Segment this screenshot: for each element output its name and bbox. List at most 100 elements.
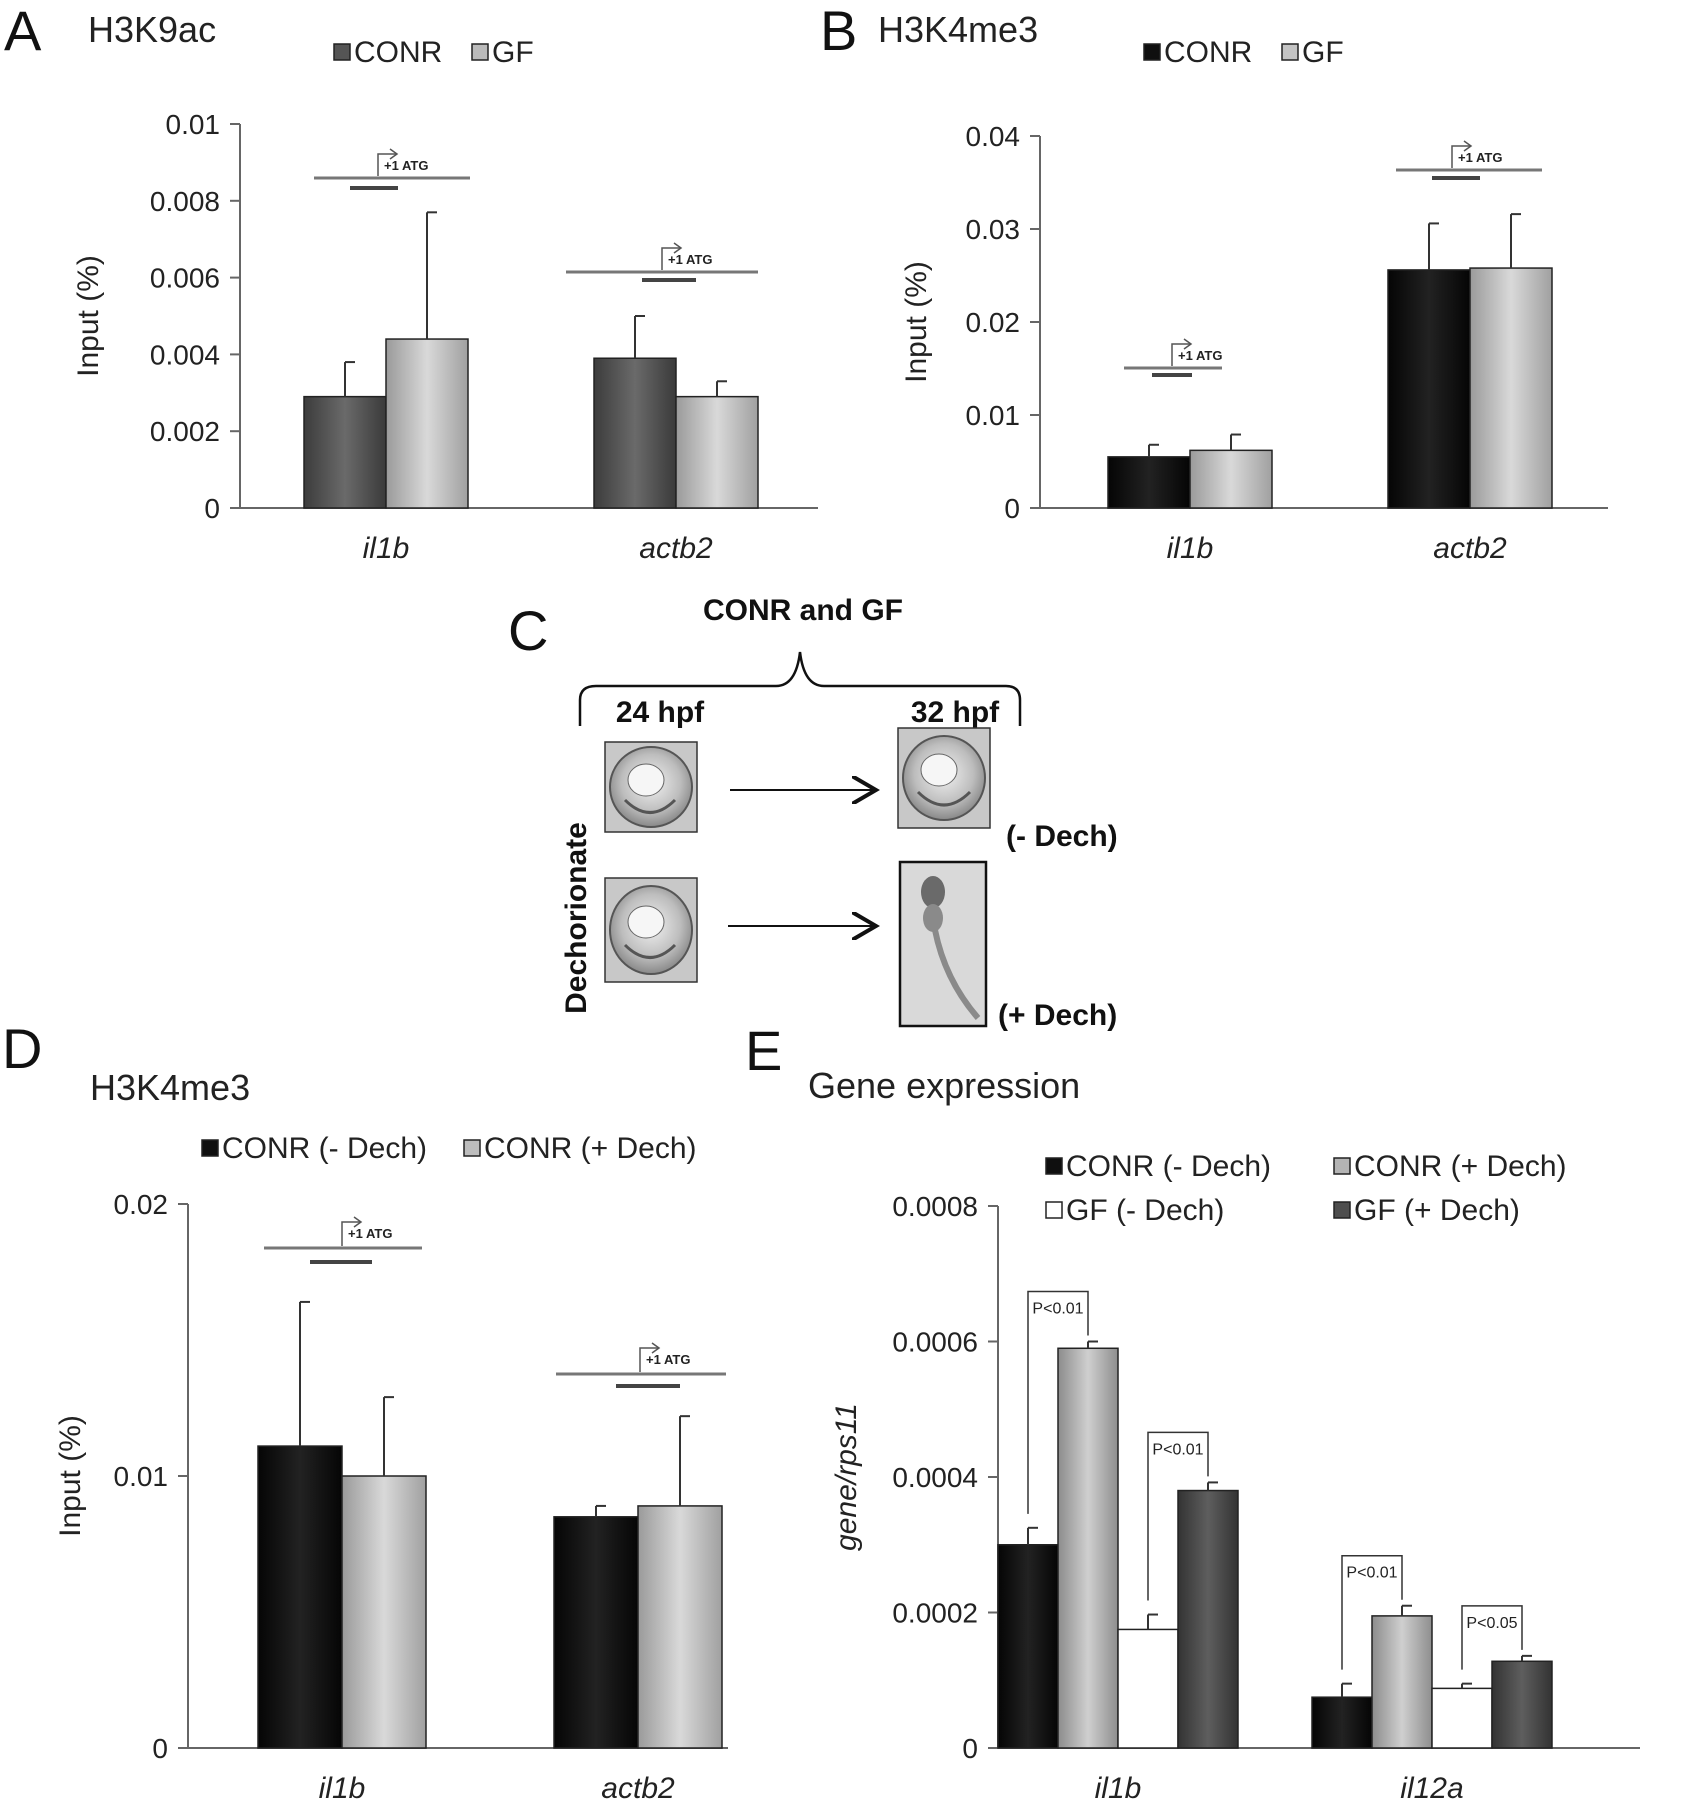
legend-swatch-0 [1143,43,1161,61]
bracket-line [1147,1431,1209,1601]
legend-label-1: CONR (+ Dech) [484,1132,697,1165]
legend-swatch-1 [1281,43,1299,61]
promoter-diagram: +1 ATG [556,1342,726,1388]
legend-swatch-1 [471,43,489,61]
category-label-il1b: il1b [319,1772,366,1800]
panel-letter-e: E [745,1019,782,1082]
bar-il12a-2 [1431,1687,1493,1749]
bar-il12a-0 [1311,1696,1373,1749]
p-value-label: P<0.01 [1346,1565,1397,1582]
y-axis-label: Input (%) [900,261,933,383]
y-tick-label: 0 [152,1733,168,1764]
panel-letter-b: B [820,0,857,62]
y-tick-label: 0 [204,493,220,524]
y-tick-label: 0.0002 [892,1598,978,1629]
legend-label-1: CONR (+ Dech) [1354,1150,1567,1183]
category-label-actb2: actb2 [601,1772,675,1800]
schematic-brace [578,651,1022,726]
panel-letter-c: C [508,599,548,662]
bar-il12a-3 [1491,1660,1553,1749]
tss-arrow-head [651,1342,661,1354]
bar-il12a-1 [1371,1615,1433,1749]
significance-bracket: P<0.01 [1341,1554,1403,1670]
y-tick-label: 0.02 [114,1189,169,1220]
tss-arrow [377,153,396,176]
legend-swatch-1 [463,1139,481,1157]
y-tick-label: 0.01 [966,400,1021,431]
category-label-il1b: il1b [1095,1772,1142,1800]
bar-actb2-1 [1469,267,1553,509]
y-tick-label: 0.04 [966,121,1021,152]
embryo-image-32hpf-top [897,727,991,829]
promoter-diagram: +1 ATG [566,242,758,282]
category-label-il1b: il1b [1167,532,1214,565]
tss-arrow [1451,145,1470,168]
legend-swatch-0 [201,1139,219,1157]
y-axis-label: Input (%) [72,255,105,377]
tss-arrow-head [353,1216,363,1228]
chart-a: H3K9ac CONR GF 0 0.002 0.004 0.006 0.008 0.01 Inp… [72,9,818,565]
chart-title: H3K4me3 [90,1067,250,1108]
atg-label: +1 ATG [646,1352,690,1367]
y-tick-label: 0.01 [166,109,221,140]
p-value-label: P<0.01 [1152,1441,1203,1458]
category-label-actb2: actb2 [1433,532,1507,565]
y-tick-label: 0.0004 [892,1462,978,1493]
legend-label-0: CONR [354,36,442,69]
y-tick-label: 0.0008 [892,1191,978,1222]
bar-il1b-1 [385,338,469,509]
y-axis-label: gene/rps11 [830,1403,863,1551]
bar-il1b-0 [257,1445,343,1749]
embryo-image-24hpf-bottom [604,877,698,983]
p-value-label: P<0.01 [1032,1301,1083,1318]
panel-letter-d: D [2,1017,42,1080]
atg-label: +1 ATG [1178,348,1222,363]
category-label-il12a: il12a [1400,1772,1463,1800]
bar-il1b-2 [1117,1628,1179,1749]
promoter-diagram: +1 ATG [314,148,470,190]
legend-label-1: GF [492,36,534,69]
bar-actb2-0 [1387,269,1471,509]
tss-arrow-head [673,242,683,254]
y-tick-label: 0.0006 [892,1327,978,1358]
schematic-panel: CONR and GF 24 hpf 32 hpf [560,594,1118,1032]
tss-arrow [1171,343,1190,366]
chart-title: H3K9ac [88,9,216,50]
tss-arrow [661,247,680,270]
time-end-label: 32 hpf [911,696,1000,729]
time-start-label: 24 hpf [616,696,705,729]
category-label-actb2: actb2 [639,532,713,565]
tss-arrow [639,1347,658,1372]
schematic-title: CONR and GF [703,594,903,627]
bar-actb2-0 [593,357,677,509]
embryo-image-24hpf-top [604,741,698,833]
atg-label: +1 ATG [668,252,712,267]
p-value-label: P<0.05 [1466,1615,1517,1632]
promoter-diagram: +1 ATG [1124,338,1222,377]
legend-swatch-1 [1333,1157,1351,1175]
bar-actb2-1 [675,395,759,509]
significance-bracket: P<0.05 [1461,1605,1523,1670]
legend-swatch-0 [333,43,351,61]
bar-actb2-1 [637,1505,723,1749]
y-tick-label: 0.006 [150,263,220,294]
y-tick-label: 0.01 [114,1461,169,1492]
y-tick-label: 0.002 [150,416,220,447]
chart-e: Gene expression CONR (- Dech) CONR (+ Dech… [808,1065,1640,1800]
bar-il1b-1 [1189,449,1273,509]
legend-label-2: GF (- Dech) [1066,1194,1224,1227]
y-axis-label: Input (%) [54,1415,87,1537]
chart-title: Gene expression [808,1065,1080,1106]
y-tick-label: 0 [962,1733,978,1764]
legend-swatch-0 [1045,1157,1063,1175]
bar-il1b-3 [1177,1489,1239,1749]
legend-swatch-3 [1333,1201,1351,1219]
bracket-line [1027,1290,1089,1514]
bracket-line [1341,1554,1403,1670]
legend-label-3: GF (+ Dech) [1354,1194,1520,1227]
y-tick-label: 0.008 [150,186,220,217]
row-label-plus-dech: (+ Dech) [998,999,1117,1032]
bar-il1b-0 [1107,456,1191,509]
bar-il1b-1 [341,1475,427,1749]
